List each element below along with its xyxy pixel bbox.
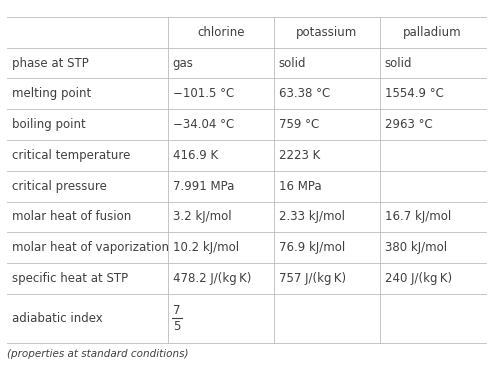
Text: critical temperature: critical temperature: [12, 149, 131, 162]
Text: 240 J/(kg K): 240 J/(kg K): [385, 272, 452, 285]
Text: 7.991 MPa: 7.991 MPa: [173, 180, 234, 193]
Text: adiabatic index: adiabatic index: [12, 312, 103, 325]
Text: 3.2 kJ/mol: 3.2 kJ/mol: [173, 210, 231, 224]
Text: 10.2 kJ/mol: 10.2 kJ/mol: [173, 241, 239, 254]
Text: 757 J/(kg K): 757 J/(kg K): [279, 272, 346, 285]
Text: 1554.9 °C: 1554.9 °C: [385, 87, 443, 100]
Text: 16 MPa: 16 MPa: [279, 180, 321, 193]
Text: chlorine: chlorine: [197, 26, 245, 39]
Text: 380 kJ/mol: 380 kJ/mol: [385, 241, 447, 254]
Text: 478.2 J/(kg K): 478.2 J/(kg K): [173, 272, 251, 285]
Text: potassium: potassium: [296, 26, 357, 39]
Text: −101.5 °C: −101.5 °C: [173, 87, 234, 100]
Text: 76.9 kJ/mol: 76.9 kJ/mol: [279, 241, 345, 254]
Text: gas: gas: [173, 57, 194, 69]
Text: 759 °C: 759 °C: [279, 118, 319, 131]
Text: 7: 7: [173, 304, 180, 317]
Text: palladium: palladium: [403, 26, 462, 39]
Text: 2223 K: 2223 K: [279, 149, 320, 162]
Text: (properties at standard conditions): (properties at standard conditions): [7, 349, 189, 359]
Text: 5: 5: [173, 320, 180, 333]
Text: 16.7 kJ/mol: 16.7 kJ/mol: [385, 210, 451, 224]
Text: molar heat of fusion: molar heat of fusion: [12, 210, 132, 224]
Text: phase at STP: phase at STP: [12, 57, 89, 69]
Text: 63.38 °C: 63.38 °C: [279, 87, 330, 100]
Text: melting point: melting point: [12, 87, 92, 100]
Text: 2963 °C: 2963 °C: [385, 118, 432, 131]
Text: critical pressure: critical pressure: [12, 180, 107, 193]
Text: solid: solid: [279, 57, 306, 69]
Text: −34.04 °C: −34.04 °C: [173, 118, 234, 131]
Text: 2.33 kJ/mol: 2.33 kJ/mol: [279, 210, 345, 224]
Text: solid: solid: [385, 57, 412, 69]
Text: 416.9 K: 416.9 K: [173, 149, 218, 162]
Text: molar heat of vaporization: molar heat of vaporization: [12, 241, 169, 254]
Text: specific heat at STP: specific heat at STP: [12, 272, 129, 285]
Text: boiling point: boiling point: [12, 118, 86, 131]
